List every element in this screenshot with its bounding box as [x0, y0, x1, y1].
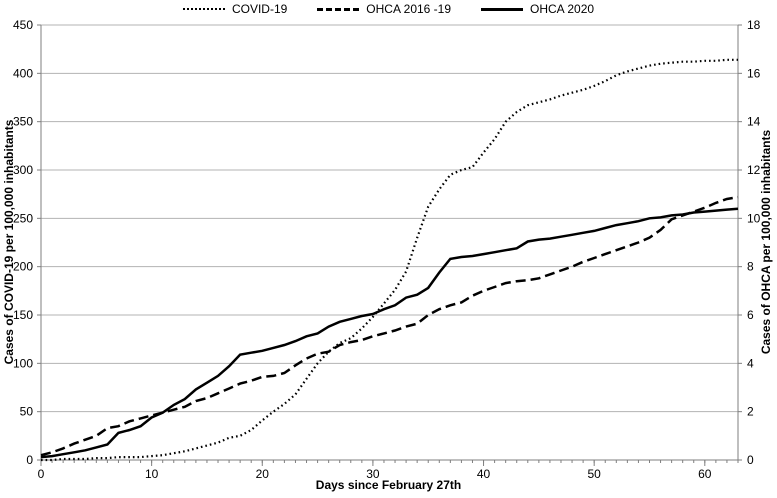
- left-axis-tick-label: 400: [13, 66, 33, 80]
- left-axis-tick-label: 0: [26, 453, 33, 467]
- x-axis-title: Days since February 27th: [315, 478, 462, 492]
- x-axis-tick-label: 30: [366, 467, 380, 481]
- x-axis-tick-label: 40: [477, 467, 491, 481]
- left-axis-tick-label: 50: [20, 405, 34, 419]
- left-axis-tick-label: 200: [13, 260, 33, 274]
- series-line-ohca-2020: [40, 207, 739, 459]
- legend-item-covid-19: COVID-19: [182, 2, 288, 16]
- left-axis-tick-label: 150: [13, 308, 33, 322]
- right-axis-tick-label: 4: [747, 356, 754, 370]
- tick-marks: [37, 24, 742, 466]
- x-axis-tick-label: 60: [698, 467, 712, 481]
- legend-label: OHCA 2020: [530, 2, 595, 16]
- solid-line-sample-icon: [481, 7, 524, 11]
- right-axis-tick-label: 8: [747, 260, 754, 274]
- series-line-ohca-2016-19: [40, 195, 739, 457]
- left-axis-tick-label: 100: [13, 356, 33, 370]
- legend-label: COVID-19: [231, 2, 288, 16]
- right-axis-tick-label: 10: [747, 211, 761, 225]
- legend-item-ohca-2016-19: OHCA 2016 -19: [317, 2, 451, 16]
- chart-legend: COVID-19 OHCA 2016 -19 OHCA 2020: [0, 1, 777, 17]
- right-axis-tick-label: 2: [747, 405, 754, 419]
- right-axis-tick-label: 6: [747, 308, 754, 322]
- left-axis-tick-label: 450: [13, 18, 33, 32]
- x-axis-tick-label: 20: [256, 467, 270, 481]
- left-axis-title: Cases of COVID-19 per 100,000 inhabitant…: [2, 119, 16, 365]
- left-axis-tick-label: 300: [13, 163, 33, 177]
- left-axis-tick-label: 250: [13, 211, 33, 225]
- series-line-covid-19: [41, 58, 738, 462]
- x-axis-tick-label: 50: [587, 467, 601, 481]
- tick-labels: 0501001502002503003504004500246810121416…: [13, 18, 761, 481]
- series-lines: [40, 58, 739, 462]
- left-axis-tick-label: 350: [13, 115, 33, 129]
- legend-item-ohca-2020: OHCA 2020: [481, 2, 594, 16]
- right-axis-tick-label: 16: [747, 66, 761, 80]
- legend-label: OHCA 2016 -19: [366, 2, 452, 16]
- gridlines: [41, 24, 738, 413]
- dashed-line-sample-icon: [317, 7, 360, 11]
- right-axis-tick-label: 14: [747, 115, 761, 129]
- right-axis-tick-label: 0: [747, 453, 754, 467]
- x-axis-tick-label: 10: [145, 467, 159, 481]
- right-axis-tick-label: 12: [747, 163, 761, 177]
- right-axis-title: Cases of OHCA per 100,000 inhabitants: [759, 129, 773, 355]
- axis-lines: [40, 25, 739, 461]
- x-axis-tick-label: 0: [38, 467, 45, 481]
- right-axis-tick-label: 18: [747, 18, 761, 32]
- dotted-line-sample-icon: [182, 8, 225, 10]
